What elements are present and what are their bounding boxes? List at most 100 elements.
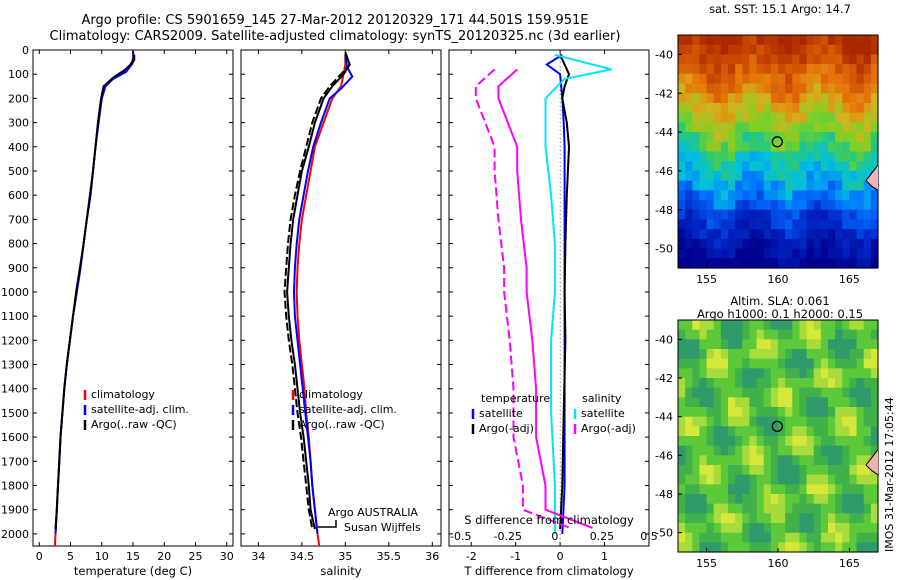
map-cell xyxy=(792,161,801,172)
map-cell xyxy=(728,513,736,524)
map-cell xyxy=(870,238,879,250)
map-cell xyxy=(742,132,751,143)
map-cell xyxy=(685,320,693,331)
map-cell xyxy=(856,513,865,524)
map-cell xyxy=(735,102,743,114)
map-cell xyxy=(770,513,779,524)
map-cell xyxy=(735,484,743,495)
series-line-argo-adj- xyxy=(559,54,571,530)
map-cell xyxy=(856,494,865,505)
map-cell xyxy=(813,465,822,476)
map-cell xyxy=(742,238,751,250)
map-cell xyxy=(785,387,793,398)
series-line-satellite xyxy=(544,53,612,534)
map-cell xyxy=(870,122,879,133)
map-y-tick-label: -40 xyxy=(655,48,673,61)
map-cell xyxy=(842,151,851,162)
map-cell xyxy=(770,523,779,534)
map-cell xyxy=(749,170,758,182)
map-cell xyxy=(770,44,779,56)
map-cell xyxy=(792,258,801,269)
map-cell xyxy=(713,190,722,201)
map-cell xyxy=(813,141,822,153)
map-cell xyxy=(820,200,829,211)
map-cell xyxy=(685,161,693,172)
map-cell xyxy=(863,161,872,172)
map-cell xyxy=(806,484,815,495)
map-cell xyxy=(856,180,865,191)
map-cell xyxy=(685,93,693,104)
map-cell xyxy=(820,358,829,369)
map-cell xyxy=(863,378,872,389)
map-cell xyxy=(813,494,822,505)
map-cell xyxy=(806,465,815,476)
map-cell xyxy=(728,349,736,360)
map-cell xyxy=(792,102,801,114)
map-cell xyxy=(742,102,751,114)
map-cell xyxy=(820,320,829,331)
map-cell xyxy=(742,426,751,437)
map-y-tick-label: -50 xyxy=(655,527,673,540)
map-cell xyxy=(692,358,701,369)
map-cell xyxy=(720,161,729,172)
map-cell xyxy=(856,64,865,75)
map-cell xyxy=(728,141,736,153)
map-cell xyxy=(792,200,801,211)
map-cell xyxy=(749,484,758,495)
map-cell xyxy=(778,93,786,104)
map-cell xyxy=(813,180,822,191)
map-cell xyxy=(735,474,743,485)
map-cell xyxy=(763,474,772,485)
map-cell xyxy=(699,161,708,172)
y-tick-label: 800 xyxy=(8,238,29,251)
map-cell xyxy=(820,484,829,495)
map-cell xyxy=(720,209,729,221)
map-cell xyxy=(699,532,708,543)
map-cell xyxy=(856,542,865,553)
map-cell xyxy=(756,209,765,221)
map-cell xyxy=(785,329,793,340)
map-cell xyxy=(806,229,815,240)
map-cell xyxy=(863,83,872,94)
map-cell xyxy=(749,238,758,250)
map-cell xyxy=(778,523,786,534)
map-cell xyxy=(770,445,779,456)
map-cell xyxy=(685,170,693,182)
map-cell xyxy=(692,455,701,466)
map-cell xyxy=(785,339,793,350)
map-cell xyxy=(706,151,715,162)
map-cell xyxy=(813,416,822,427)
map-cell xyxy=(863,445,872,456)
map-cell xyxy=(870,161,879,172)
map-cell xyxy=(849,494,858,505)
map-cell xyxy=(842,378,851,389)
map-cell xyxy=(806,180,815,191)
map-cell xyxy=(778,436,786,447)
map-y-tick-label: -40 xyxy=(655,333,673,346)
map-cell xyxy=(813,368,822,379)
map-cell xyxy=(849,93,858,104)
map-cell xyxy=(806,523,815,534)
map-cell xyxy=(763,209,772,221)
map-cell xyxy=(685,44,693,56)
map-cell xyxy=(735,132,743,143)
map-cell xyxy=(770,141,779,153)
map-cell xyxy=(856,151,865,162)
map-cell xyxy=(756,54,765,65)
map-cell xyxy=(785,190,793,201)
map-cell xyxy=(820,112,829,123)
map-cell xyxy=(756,180,765,191)
map-cell xyxy=(828,248,836,259)
map-cell xyxy=(778,112,786,123)
map-cell xyxy=(699,151,708,162)
map-cell xyxy=(763,465,772,476)
map-cell xyxy=(799,83,808,94)
map-cell xyxy=(735,112,743,123)
map-cell xyxy=(699,54,708,65)
map-cell xyxy=(756,358,765,369)
map-cell xyxy=(820,426,829,437)
map-cell xyxy=(785,358,793,369)
map-cell xyxy=(842,122,851,133)
map-cell xyxy=(699,248,708,259)
map-cell xyxy=(785,161,793,172)
